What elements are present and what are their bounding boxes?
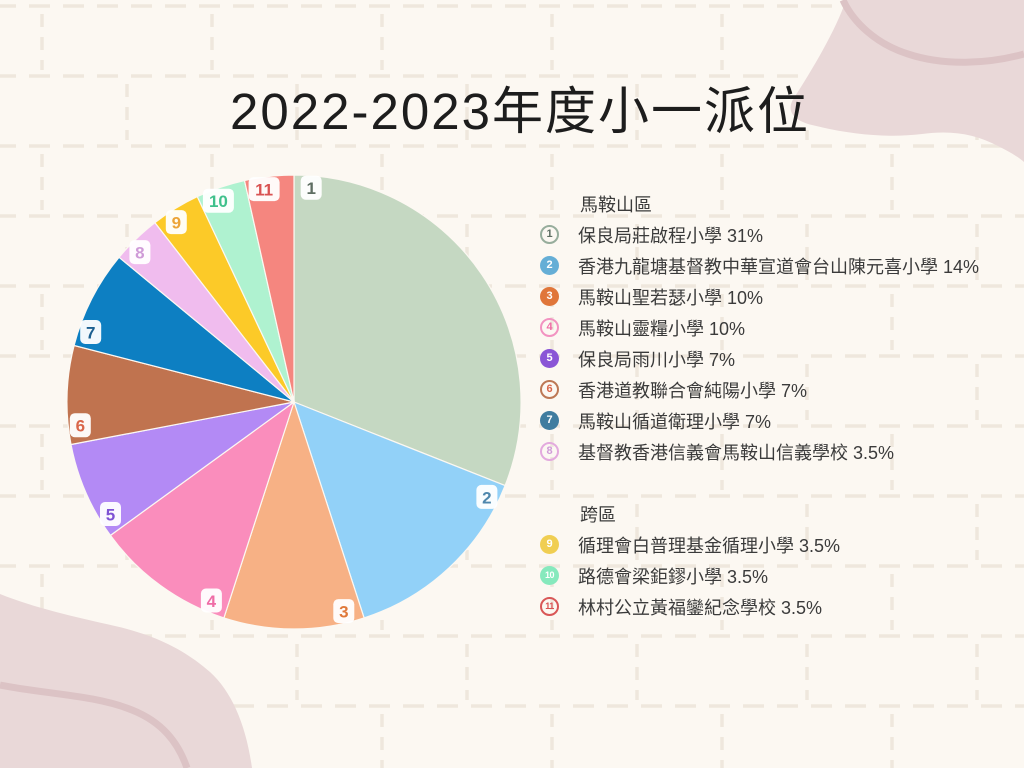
slice-number-label: 4 — [207, 592, 217, 611]
slice-number-label: 2 — [482, 488, 491, 507]
legend-item-label: 保良局雨川小學 7% — [578, 349, 736, 370]
legend-item: 3 馬鞍山聖若瑟小學 10% — [540, 281, 979, 312]
legend-item: 4 馬鞍山靈糧小學 10% — [540, 312, 979, 343]
slice-number-chip — [333, 599, 355, 624]
legend-item-label: 香港九龍塘基督教中華宣道會台山陳元喜小學 14% — [578, 256, 980, 277]
legend-item: 6 香港道教聯合會純陽小學 7% — [540, 374, 979, 405]
slice-number-chip — [202, 188, 234, 213]
slice-number-chip — [129, 240, 151, 265]
pie-labels: 1 2 3 4 5 6 7 8 9 10 11 — [69, 175, 498, 624]
legend-item-label: 馬鞍山靈糧小學 10% — [578, 318, 746, 339]
legend-item-label: 基督教香港信義會馬鞍山信義學校 3.5% — [578, 442, 895, 463]
slice-number-label: 7 — [86, 324, 95, 343]
legend-section: 馬鞍山區 1 保良局莊啟程小學 31% 2 香港九龍塘基督教中華宣道會台山陳元喜小學 1… — [540, 188, 979, 467]
legend-item-label: 保良局莊啟程小學 31% — [578, 225, 764, 246]
slice-number-chip — [100, 502, 121, 526]
legend-item-label: 循理會白普理基金循理小學 3.5% — [578, 535, 841, 556]
legend-item: 8 基督教香港信義會馬鞍山信義學校 3.5% — [540, 436, 979, 467]
decorative-blob-bottom-left — [0, 594, 252, 768]
slice-number-chip — [248, 177, 280, 202]
decorative-blob-line-top-right — [839, 0, 1024, 66]
slice-number-label: 9 — [172, 214, 181, 233]
decorative-blob-top-right — [790, 0, 1024, 162]
pie-slice-1 — [293, 174, 522, 487]
slice-number-label: 11 — [255, 181, 273, 200]
legend-section: 跨區 9 循理會白普理基金循理小學 3.5% 10 路德會梁鉅鏐小學 3.5% 11 林村公… — [540, 498, 979, 622]
legend-item-label: 馬鞍山聖若瑟小學 10% — [578, 287, 764, 308]
legend-item-label: 香港道教聯合會純陽小學 7% — [578, 380, 808, 401]
legend-number-badge: 2 — [540, 256, 559, 275]
legend-number-badge: 1 — [540, 225, 559, 244]
legend-item: 5 保良局雨川小學 7% — [540, 343, 979, 374]
pie-slice-11 — [243, 174, 295, 403]
legend-item-label: 馬鞍山循道衛理小學 7% — [578, 411, 772, 432]
slice-number-label: 10 — [209, 192, 228, 211]
legend-number-badge: 5 — [540, 349, 559, 368]
pie-chart — [66, 174, 522, 630]
legend-item-label: 路德會梁鉅鏐小學 3.5% — [578, 566, 769, 587]
slice-number-label: 5 — [106, 506, 115, 525]
slice-number-chip — [165, 210, 187, 235]
slice-number-label: 1 — [306, 179, 315, 198]
decorative-blob-line-bottom-left — [0, 681, 191, 768]
slice-number-chip — [80, 320, 102, 344]
legend-item-label: 林村公立黃福鑾紀念學校 3.5% — [578, 597, 823, 618]
legend-number-badge: 10 — [540, 566, 559, 585]
slice-number-chip — [69, 413, 91, 438]
pie-slice-4 — [109, 400, 296, 619]
legend-section-header: 跨區 — [580, 504, 616, 525]
legend-item: 1 保良局莊啟程小學 31% — [540, 219, 979, 250]
slice-number-chip — [300, 175, 322, 200]
legend-number-badge: 8 — [540, 442, 559, 461]
legend-item: 10 路德會梁鉅鏐小學 3.5% — [540, 560, 979, 591]
legend-number-badge: 11 — [540, 597, 559, 616]
legend-item: 9 循理會白普理基金循理小學 3.5% — [540, 529, 979, 560]
legend-number-badge: 3 — [540, 287, 559, 306]
pie-slice-3 — [223, 400, 365, 630]
slice-number-label: 6 — [76, 417, 85, 436]
legend-item: 2 香港九龍塘基督教中華宣道會台山陳元喜小學 14% — [540, 250, 979, 281]
legend-number-badge: 6 — [540, 380, 559, 399]
slice-number-label: 8 — [135, 244, 144, 263]
legend: 馬鞍山區 1 保良局莊啟程小學 31% 2 香港九龍塘基督教中華宣道會台山陳元喜小學 1… — [540, 188, 979, 622]
legend-item: 7 馬鞍山循道衛理小學 7% — [540, 405, 979, 436]
page-title: 2022-2023年度小一派位 — [230, 83, 810, 140]
legend-section-header: 馬鞍山區 — [580, 194, 652, 215]
legend-item: 11 林村公立黃福鑾紀念學校 3.5% — [540, 591, 979, 622]
slice-number-chip — [200, 588, 222, 613]
legend-number-badge: 7 — [540, 411, 559, 430]
legend-number-badge: 9 — [540, 535, 559, 554]
legend-number-badge: 4 — [540, 318, 559, 337]
slice-number-chip — [476, 484, 498, 509]
slice-number-label: 3 — [339, 603, 348, 622]
